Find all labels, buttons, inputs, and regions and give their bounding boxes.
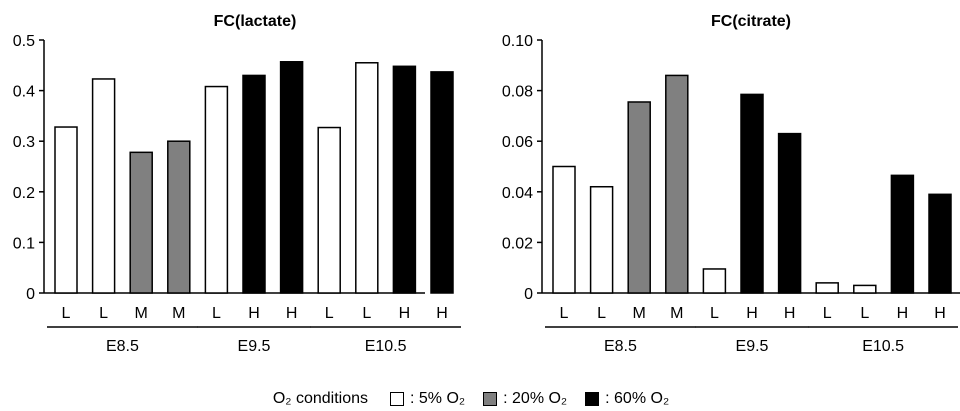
bar <box>702 268 727 294</box>
legend-item-5pct: : 5% O₂ <box>390 390 465 408</box>
x-tick-label: H <box>248 305 260 322</box>
bar <box>589 185 614 294</box>
bar <box>317 126 341 294</box>
x-tick-label: M <box>670 305 683 322</box>
legend-item-label: : 60% O₂ <box>605 390 670 407</box>
legend-item-60pct: : 60% O₂ <box>585 390 669 408</box>
group-label: E9.5 <box>736 338 769 355</box>
group-label: E10.5 <box>862 338 904 355</box>
x-tick-label: M <box>135 305 148 322</box>
legend-swatch-gray <box>483 392 498 406</box>
y-tick-label: 0.2 <box>13 185 35 202</box>
y-tick-label: 0.5 <box>13 33 35 50</box>
x-tick-label: M <box>633 305 646 322</box>
group-label: E8.5 <box>604 338 637 355</box>
y-tick-label: 0.10 <box>502 33 533 50</box>
y-tick-label: 0.4 <box>13 84 35 101</box>
y-tick-label: 0 <box>26 286 35 303</box>
bar <box>167 140 191 294</box>
y-tick-label: 0.08 <box>502 84 533 101</box>
x-tick-label: L <box>560 305 569 322</box>
figure: FC(lactate) 0 0.1 0.2 0.3 0.4 0.5 L L M M L H H L L H H E8… <box>13 13 960 355</box>
legend-item-20pct: : 20% O₂ <box>483 390 567 408</box>
x-tick-label: H <box>934 305 946 322</box>
x-tick-label: H <box>436 305 448 322</box>
x-tick-label: L <box>99 305 108 322</box>
bar <box>740 93 764 294</box>
bar <box>91 78 116 294</box>
legend: O₂ conditions : 5% O₂ : 20% O₂ : 60% O₂ <box>0 388 960 410</box>
bar <box>853 284 877 294</box>
x-tick-label: M <box>172 305 185 322</box>
bar <box>392 65 417 294</box>
x-tick-label: H <box>286 305 298 322</box>
y-tick-label: 0.02 <box>502 235 533 252</box>
legend-item-label: : 20% O₂ <box>503 390 568 407</box>
x-tick-label: H <box>746 305 758 322</box>
x-tick-label: L <box>710 305 719 322</box>
y-tick-label: 0.04 <box>502 185 533 202</box>
x-tick-label: H <box>784 305 796 322</box>
bar <box>890 174 915 294</box>
legend-item-label: : 5% O₂ <box>410 390 466 407</box>
bar <box>665 74 689 294</box>
x-tick-label: L <box>597 305 606 322</box>
x-tick-label: L <box>62 305 71 322</box>
bar <box>54 126 78 294</box>
x-tick-label: L <box>823 305 832 322</box>
legend-swatch-white <box>390 392 404 406</box>
x-tick-label: L <box>860 305 869 322</box>
bar <box>552 165 576 294</box>
group-label: E10.5 <box>365 338 407 355</box>
bar <box>355 62 379 294</box>
bar <box>242 74 266 294</box>
group-label: E8.5 <box>106 338 139 355</box>
bar <box>204 85 229 294</box>
bar <box>815 282 839 294</box>
y-tick-label: 0 <box>524 286 533 303</box>
bar <box>928 193 952 294</box>
legend-title: O₂ conditions <box>272 390 368 407</box>
bar <box>279 61 304 294</box>
y-tick-label: 0.3 <box>13 134 35 151</box>
group-label: E9.5 <box>238 338 271 355</box>
bar <box>777 132 802 294</box>
x-tick-label: L <box>325 305 334 322</box>
bar <box>627 101 651 294</box>
chart-title: FC(citrate) <box>711 13 791 30</box>
bar <box>129 151 153 294</box>
y-tick-label: 0.1 <box>13 235 35 252</box>
chart-title: FC(lactate) <box>214 13 297 30</box>
x-tick-label: L <box>362 305 371 322</box>
y-tick-label: 0.06 <box>502 134 533 151</box>
bar <box>430 71 454 294</box>
x-tick-label: H <box>399 305 411 322</box>
x-tick-label: H <box>897 305 909 322</box>
x-tick-label: L <box>212 305 221 322</box>
legend-swatch-black <box>585 392 600 406</box>
